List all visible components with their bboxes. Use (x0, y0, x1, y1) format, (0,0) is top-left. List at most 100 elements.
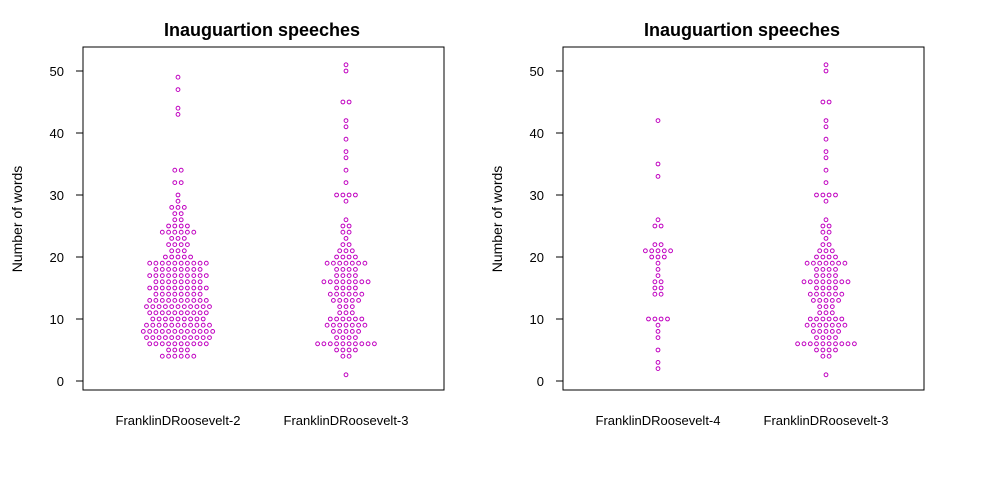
data-point (166, 341, 172, 347)
data-point (823, 180, 829, 186)
data-point (646, 316, 651, 322)
data-point (178, 229, 184, 235)
data-point (668, 248, 673, 254)
data-point (185, 260, 190, 266)
data-points (643, 62, 857, 378)
data-point (820, 267, 826, 272)
data-point (163, 254, 168, 260)
chart-title: Inauguartion speeches (164, 20, 360, 40)
data-point (150, 316, 156, 322)
data-point (346, 273, 352, 279)
data-point (175, 304, 181, 310)
data-point (836, 322, 841, 328)
data-point (340, 242, 346, 248)
data-point (353, 316, 358, 322)
data-point (153, 267, 159, 272)
data-point (852, 341, 857, 347)
data-point (343, 310, 349, 316)
data-point (188, 316, 194, 322)
data-point (658, 291, 664, 297)
data-point (811, 260, 816, 266)
data-point (203, 310, 209, 316)
data-point (200, 316, 206, 322)
data-point (191, 229, 197, 235)
data-point (823, 155, 829, 161)
data-point (356, 322, 362, 328)
data-point (652, 316, 658, 322)
data-point (147, 260, 153, 266)
data-point (804, 260, 810, 266)
data-point (343, 236, 349, 241)
data-point (178, 279, 184, 285)
data-point (652, 285, 658, 291)
data-point (340, 229, 346, 235)
data-point (185, 298, 190, 303)
data-point (315, 341, 321, 347)
data-point (655, 267, 661, 272)
data-point (175, 198, 181, 204)
data-point (811, 329, 816, 334)
data-point (181, 322, 187, 328)
y-tick-label: 0 (57, 374, 64, 389)
data-point (346, 316, 352, 322)
data-point (194, 304, 200, 310)
data-point (159, 353, 165, 359)
data-point (823, 329, 829, 334)
data-point (178, 341, 184, 347)
data-point (172, 260, 178, 266)
data-point (324, 260, 330, 266)
data-point (178, 347, 184, 353)
data-point (147, 285, 153, 291)
data-point (169, 236, 175, 241)
data-point (334, 254, 340, 260)
data-point (655, 273, 661, 279)
data-point (845, 279, 851, 285)
data-point (343, 329, 349, 334)
data-point (820, 316, 826, 322)
data-point (349, 310, 355, 316)
data-point (159, 291, 165, 297)
data-point (175, 335, 181, 341)
data-point (826, 223, 832, 229)
data-point (353, 291, 358, 297)
data-point (327, 279, 333, 285)
data-point (817, 310, 823, 316)
data-point (365, 341, 371, 347)
data-point (343, 322, 349, 328)
data-point (817, 329, 823, 334)
data-point (829, 260, 835, 266)
data-point (203, 329, 209, 334)
data-point (655, 174, 661, 179)
data-point (826, 291, 832, 297)
data-point (823, 118, 829, 123)
data-point (833, 335, 838, 341)
data-point (814, 192, 819, 198)
data-point (327, 316, 333, 322)
data-point (172, 180, 178, 186)
data-point (349, 298, 355, 303)
data-point (833, 279, 838, 285)
data-point (343, 198, 349, 204)
data-point (343, 217, 349, 223)
data-point (191, 260, 197, 266)
data-point (175, 112, 181, 117)
data-point (343, 68, 349, 74)
data-point (191, 353, 197, 359)
data-point (331, 298, 336, 303)
data-point (337, 260, 343, 266)
data-point (185, 279, 190, 285)
data-point (166, 298, 172, 303)
data-point (185, 353, 190, 359)
data-point (191, 329, 197, 334)
data-point (197, 260, 203, 266)
data-point (185, 273, 190, 279)
data-point (166, 267, 172, 272)
data-point (658, 279, 664, 285)
data-point (166, 223, 172, 229)
data-point (814, 335, 819, 341)
data-point (175, 322, 181, 328)
data-point (343, 298, 349, 303)
data-point (349, 329, 355, 334)
data-point (340, 316, 346, 322)
data-point (655, 248, 661, 254)
